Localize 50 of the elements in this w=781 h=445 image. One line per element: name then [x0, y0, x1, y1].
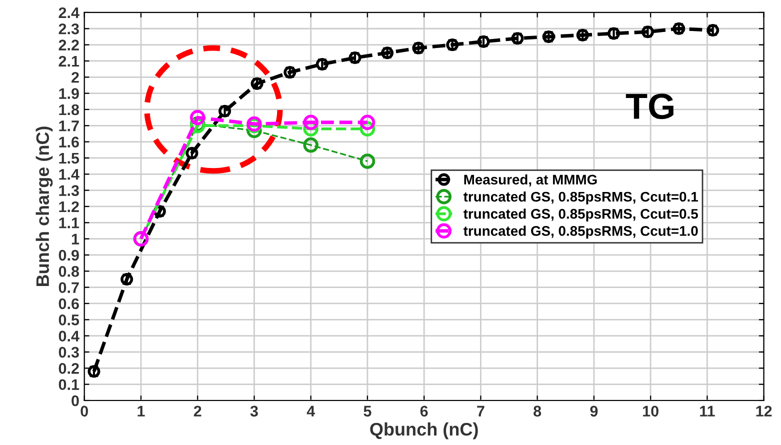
point: [360, 154, 376, 169]
point: [303, 137, 318, 153]
point: [303, 114, 318, 130]
y-tick-label: 2.1: [58, 56, 80, 66]
y-tick-label: 0.5: [58, 314, 80, 326]
legend-label: Measured, at MMMG: [464, 174, 597, 187]
y-tick-label: 0.1: [58, 379, 80, 390]
x-tick-label: 3: [250, 406, 258, 417]
legend-label: truncated GS, 0.85psRMS, Ccut=0.1: [464, 191, 698, 204]
y-tick-label: 1.4: [59, 169, 80, 180]
x-tick-label: 5: [364, 406, 372, 417]
y-tick-label: 0.2: [58, 363, 79, 374]
legend-label: truncated GS, 0.85psRMS, Ccut=0.5: [464, 208, 698, 222]
y-tick-label: 1: [72, 234, 80, 244]
legend-label: truncated GS, 0.85psRMS, Ccut=1.0: [464, 226, 698, 239]
x-tick-label: 8: [534, 406, 542, 417]
y-tick-label: 1.7: [59, 120, 79, 132]
annotation: TG: [626, 94, 674, 120]
x-tick-label: 9: [590, 406, 598, 417]
point: [190, 110, 206, 126]
y-tick-label: 0.7: [58, 282, 79, 294]
y-tick-label: 1.6: [59, 136, 79, 148]
y-tick-label: 1.1: [59, 218, 80, 228]
y-tick-label: 1.5: [59, 153, 80, 164]
y-tick-label: 0.4: [58, 330, 80, 342]
y-tick-label: 1.9: [59, 88, 79, 99]
y-tick-label: 1.2: [59, 201, 79, 212]
x-tick-label: 0: [80, 406, 88, 417]
x-tick-label: 2: [194, 406, 202, 416]
x-tick-label: 7: [477, 406, 484, 416]
y-tick-label: 2.3: [58, 23, 79, 34]
y-tick-label: 0.6: [58, 298, 79, 310]
x-tick-label: 11: [700, 406, 715, 416]
x-tick-label: 1: [138, 406, 145, 416]
y-tick-label: 2: [72, 72, 79, 83]
x-tick-label: 4: [306, 406, 316, 416]
y-tick-label: 2.4: [58, 7, 80, 18]
y-tick-label: 1.3: [59, 185, 79, 196]
x-tick-label: 6: [420, 406, 428, 417]
y-tick-label: 1.8: [59, 104, 80, 116]
y-tick-label: 0.8: [58, 266, 80, 277]
x-tick-label: 10: [643, 406, 658, 417]
y-tick-label: 0.3: [58, 346, 79, 358]
y-tick-label: 0.9: [58, 250, 79, 261]
y-tick-label: 2.2: [58, 40, 79, 50]
y-axis-title: Bunch charge (nC): [36, 126, 53, 286]
point: [360, 114, 376, 130]
x-tick-label: 12: [756, 406, 772, 416]
y-tick-label: 0: [72, 395, 79, 406]
x-axis-title: Qbunch (nC): [370, 422, 478, 440]
